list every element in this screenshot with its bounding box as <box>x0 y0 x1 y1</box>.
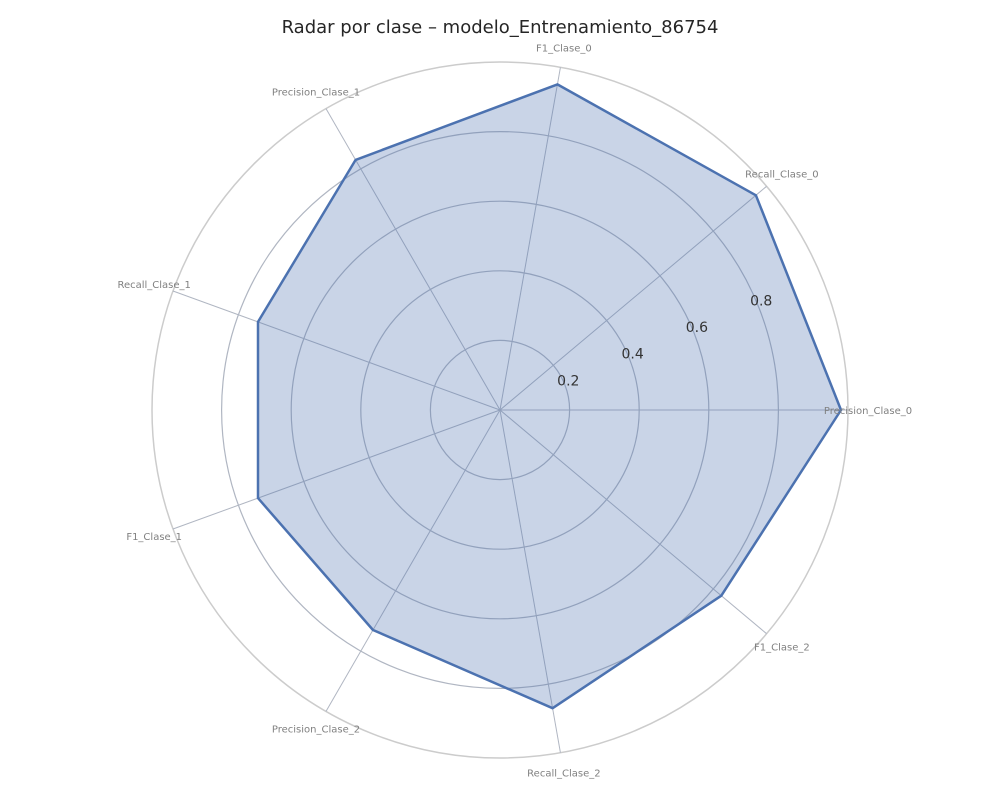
category-label-0: Precision_Clase_0 <box>824 406 912 417</box>
series-layer <box>256 83 843 710</box>
spoke-1 <box>499 185 767 411</box>
spoke-2 <box>499 67 561 411</box>
category-labels: Precision_Clase_0 Recall_Clase_0 F1_Clase_… <box>117 44 912 780</box>
category-label-3: Precision_Clase_1 <box>272 87 360 98</box>
category-label-1: Recall_Clase_0 <box>745 169 818 180</box>
category-label-5: F1_Clase_1 <box>126 532 182 543</box>
radial-tick-label-3: 0.8 <box>750 293 772 309</box>
spoke-5 <box>172 409 501 530</box>
category-label-2: F1_Clase_0 <box>536 44 592 55</box>
series-polygon <box>256 83 843 710</box>
category-label-6: Precision_Clase_2 <box>272 725 360 736</box>
radial-tick-label-1: 0.4 <box>621 347 643 363</box>
spoke-6 <box>325 409 501 712</box>
spoke-7 <box>499 409 561 753</box>
category-label-4: Recall_Clase_1 <box>117 280 190 291</box>
category-label-8: F1_Clase_2 <box>754 643 810 654</box>
chart-title: Radar por clase – modelo_Entrenamiento_8… <box>282 17 719 38</box>
radial-tick-labels: 0.2 0.4 0.6 0.8 <box>557 293 772 389</box>
angular-grid <box>172 67 848 753</box>
category-label-7: Recall_Clase_2 <box>527 768 600 779</box>
radial-tick-label-2: 0.6 <box>686 320 708 336</box>
radial-tick-label-0: 0.2 <box>557 373 579 389</box>
spoke-4 <box>172 290 501 411</box>
